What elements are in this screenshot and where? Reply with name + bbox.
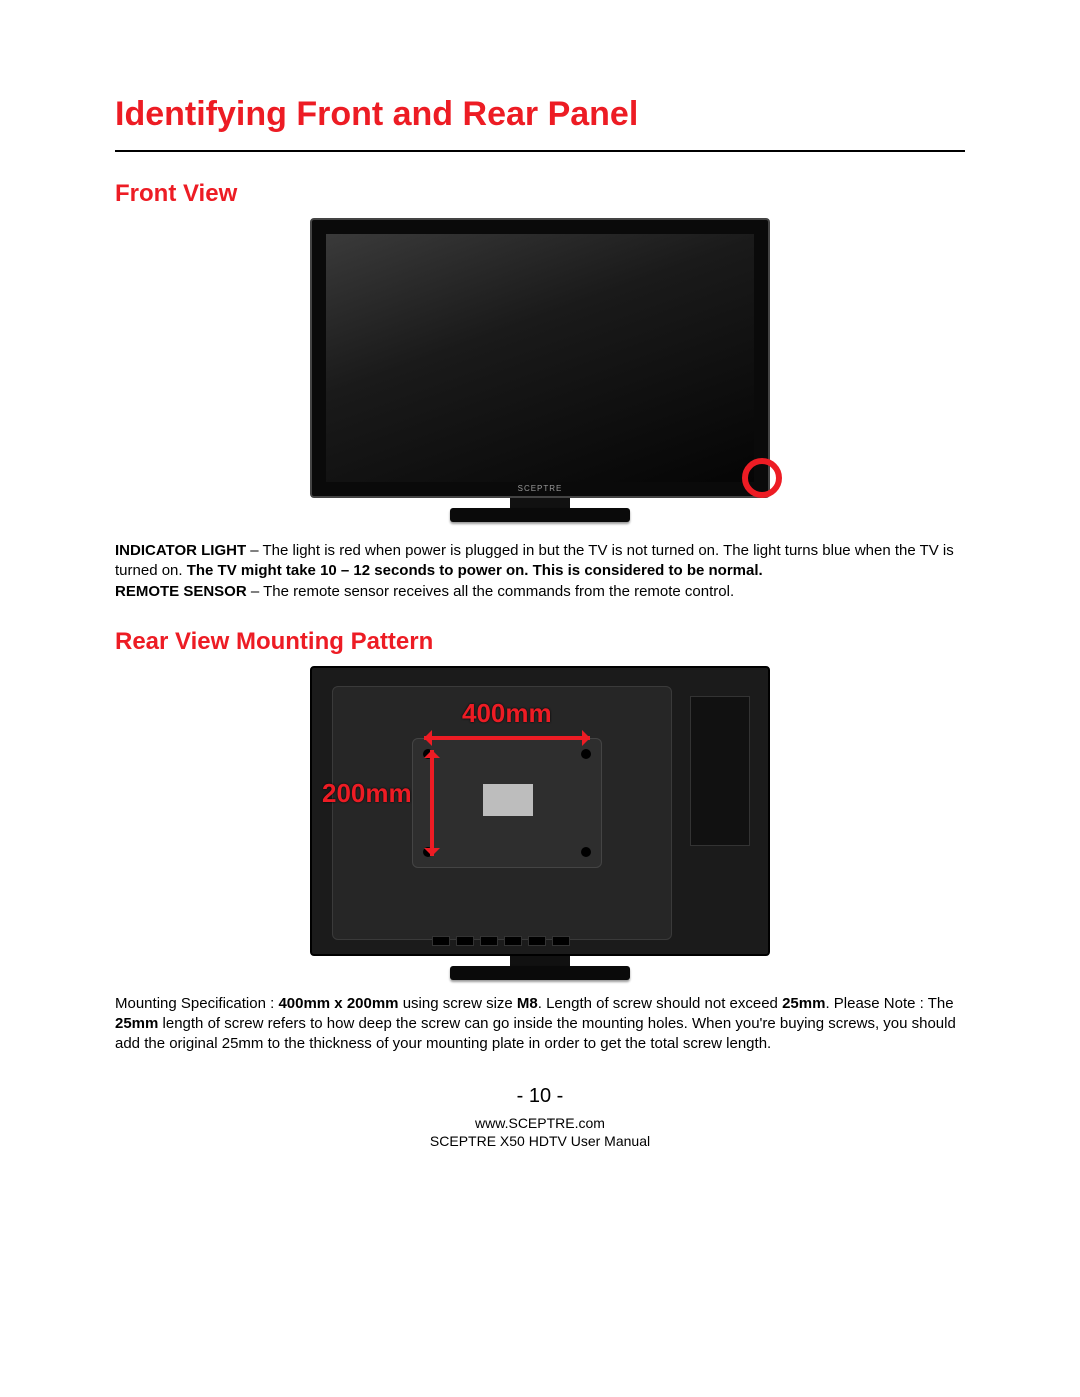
dimension-height-label: 200mm: [322, 778, 412, 809]
tv-rear-illustration: 400mm 200mm: [310, 666, 770, 980]
rear-view-figure: 400mm 200mm: [115, 666, 965, 980]
footer-url: www.SCEPTRE.com: [115, 1114, 965, 1132]
front-view-description: INDICATOR LIGHT – The light is red when …: [115, 541, 965, 602]
front-view-figure: SCEPTRE: [115, 218, 965, 527]
page-number: - 10 -: [115, 1085, 965, 1108]
indicator-light-label: INDICATOR LIGHT: [115, 542, 246, 559]
front-view-heading: Front View: [115, 180, 965, 208]
footer-manual-name: SCEPTRE X50 HDTV User Manual: [115, 1132, 965, 1150]
rear-view-description: Mounting Specification : 400mm x 200mm u…: [115, 994, 965, 1055]
tv-front-illustration: SCEPTRE: [310, 218, 770, 522]
dimension-width-arrow-icon: [424, 736, 590, 740]
page-footer: www.SCEPTRE.com SCEPTRE X50 HDTV User Ma…: [115, 1114, 965, 1150]
remote-sensor-label: REMOTE SENSOR: [115, 583, 247, 600]
page-title: Identifying Front and Rear Panel: [115, 95, 965, 134]
dimension-width-label: 400mm: [462, 698, 552, 729]
indicator-light-callout-icon: [742, 458, 782, 498]
title-rule: [115, 150, 965, 152]
rear-view-heading: Rear View Mounting Pattern: [115, 628, 965, 656]
dimension-height-arrow-icon: [430, 750, 434, 856]
